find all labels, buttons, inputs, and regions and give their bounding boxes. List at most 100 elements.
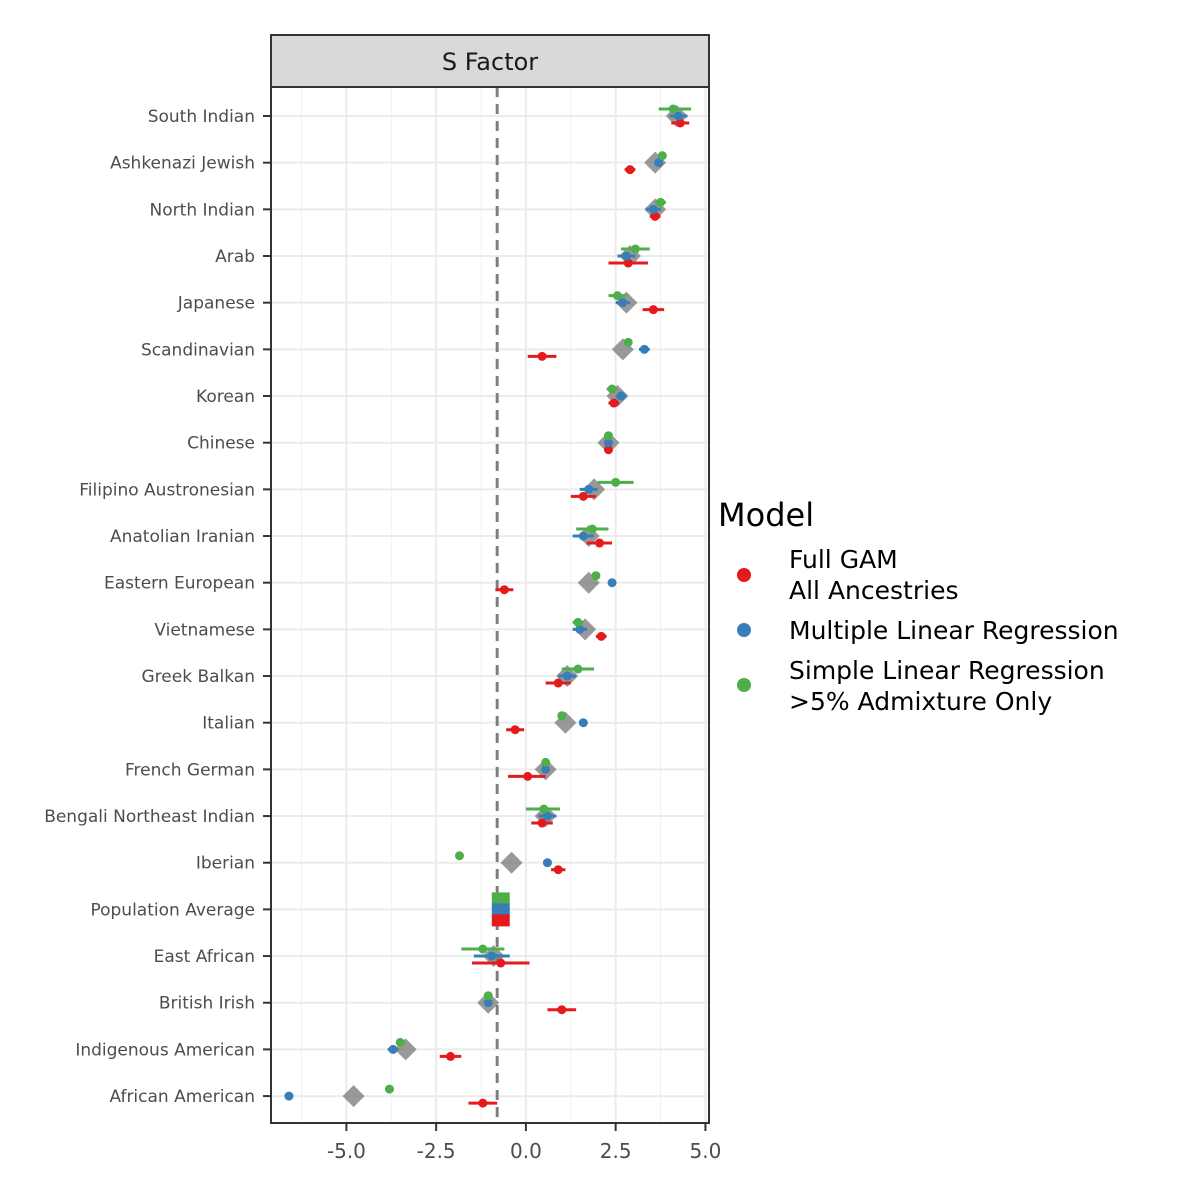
point-full-gam-all-ancestries-korean bbox=[609, 398, 619, 408]
diamond-iberian bbox=[500, 851, 523, 874]
point-multiple-linear-regression-chinese bbox=[603, 438, 613, 448]
y-label-greek-balkan: Greek Balkan bbox=[142, 667, 256, 687]
y-label-east-african: East African bbox=[154, 947, 255, 967]
facet-title: S Factor bbox=[442, 48, 538, 76]
point-full-gam-all-ancestries-anatolian-iranian bbox=[595, 538, 604, 548]
point-full-gam-all-ancestries-italian bbox=[510, 725, 520, 735]
point-full-gam-all-ancestries-scandinavian bbox=[537, 351, 547, 361]
point-full-gam-all-ancestries-japanese bbox=[648, 305, 658, 315]
legend-swatch-simple-lr bbox=[737, 678, 751, 692]
point-simple-linear-regression-5-admixture-only-italian bbox=[557, 711, 567, 721]
population-average-band bbox=[491, 892, 510, 927]
legend: Model Full GAM All Ancestries Multiple L… bbox=[718, 496, 1119, 716]
x-tick-label: -2.5 bbox=[417, 1139, 456, 1163]
point-full-gam-all-ancestries-iberian bbox=[553, 865, 563, 875]
point-full-gam-all-ancestries-north-indian bbox=[650, 211, 660, 221]
point-multiple-linear-regression-greek-balkan bbox=[562, 671, 572, 681]
point-full-gam-all-ancestries-ashkenazi-jewish bbox=[625, 165, 635, 175]
legend-label-simple-lr-2: >5% Admixture Only bbox=[789, 687, 1052, 716]
grid-lines bbox=[271, 87, 709, 1123]
point-multiple-linear-regression-ashkenazi-jewish bbox=[654, 158, 664, 168]
legend-swatch-multiple-lr bbox=[737, 623, 751, 637]
point-full-gam-all-ancestries-greek-balkan bbox=[553, 678, 563, 688]
legend-label-full-gam-2: All Ancestries bbox=[789, 576, 958, 605]
y-label-eastern-european: Eastern European bbox=[104, 574, 255, 594]
diamond-african-american bbox=[342, 1085, 365, 1108]
point-simple-linear-regression-5-admixture-only-filipino-austronesian bbox=[611, 477, 621, 487]
x-tick-label: 5.0 bbox=[690, 1139, 722, 1163]
y-axis-labels: South Indian Ashkenazi Jewish North Indian… bbox=[44, 107, 271, 1107]
point-simple-linear-regression-5-admixture-only-african-american bbox=[384, 1084, 394, 1094]
plot-panel bbox=[271, 87, 709, 1123]
point-multiple-linear-regression-filipino-austronesian bbox=[584, 484, 594, 494]
y-label-anatolian-iranian: Anatolian Iranian bbox=[110, 527, 255, 547]
point-multiple-linear-regression-north-indian bbox=[648, 204, 658, 214]
point-multiple-linear-regression-arab bbox=[621, 251, 631, 261]
y-label-population-average: Population Average bbox=[90, 900, 255, 920]
y-label-south-indian: South Indian bbox=[148, 107, 255, 127]
point-full-gam-all-ancestries-british-irish bbox=[557, 1005, 567, 1015]
point-full-gam-all-ancestries-eastern-european bbox=[499, 585, 509, 595]
x-axis-ticks: -5.0 -2.5 0.0 2.5 5.0 bbox=[327, 1123, 721, 1163]
legend-label-simple-lr: Simple Linear Regression bbox=[789, 656, 1105, 685]
point-multiple-linear-regression-east-african bbox=[487, 951, 497, 961]
population-average-segment-2 bbox=[491, 914, 510, 927]
point-simple-linear-regression-5-admixture-only-british-irish bbox=[483, 991, 493, 1001]
point-full-gam-all-ancestries-chinese bbox=[603, 445, 613, 455]
y-label-filipino-austronesian: Filipino Austronesian bbox=[79, 480, 255, 500]
point-simple-linear-regression-5-admixture-only-indigenous-american bbox=[395, 1037, 405, 1047]
y-label-indigenous-american: Indigenous American bbox=[75, 1040, 255, 1060]
y-label-north-indian: North Indian bbox=[150, 200, 255, 220]
point-full-gam-all-ancestries-african-american bbox=[478, 1098, 488, 1108]
point-multiple-linear-regression-south-indian bbox=[673, 111, 683, 121]
y-label-scandinavian: Scandinavian bbox=[141, 340, 255, 360]
y-label-arab: Arab bbox=[215, 247, 255, 267]
point-full-gam-all-ancestries-south-indian bbox=[675, 118, 685, 128]
point-full-gam-all-ancestries-french-german bbox=[523, 771, 533, 781]
point-multiple-linear-regression-korean bbox=[616, 391, 626, 401]
point-simple-linear-regression-5-admixture-only-iberian bbox=[454, 851, 464, 861]
point-simple-linear-regression-5-admixture-only-scandinavian bbox=[623, 337, 633, 347]
population-average-segment-1 bbox=[491, 903, 510, 916]
point-full-gam-all-ancestries-bengali-northeast-indian bbox=[537, 818, 547, 828]
point-full-gam-all-ancestries-arab bbox=[623, 258, 633, 268]
point-multiple-linear-regression-eastern-european bbox=[607, 578, 617, 588]
point-multiple-linear-regression-british-irish bbox=[483, 998, 493, 1008]
point-simple-linear-regression-5-admixture-only-chinese bbox=[603, 431, 613, 441]
y-label-korean: Korean bbox=[196, 387, 255, 407]
point-full-gam-all-ancestries-indigenous-american bbox=[446, 1051, 456, 1061]
y-label-ashkenazi-jewish: Ashkenazi Jewish bbox=[110, 154, 255, 174]
x-tick-label: 2.5 bbox=[600, 1139, 632, 1163]
y-label-african-american: African American bbox=[109, 1087, 255, 1107]
y-label-japanese: Japanese bbox=[177, 294, 255, 314]
y-label-iberian: Iberian bbox=[196, 854, 255, 874]
legend-label-full-gam: Full GAM bbox=[789, 545, 898, 574]
point-simple-linear-regression-5-admixture-only-korean bbox=[607, 384, 617, 394]
point-simple-linear-regression-5-admixture-only-japanese bbox=[612, 291, 622, 301]
point-multiple-linear-regression-scandinavian bbox=[639, 344, 649, 354]
point-simple-linear-regression-5-admixture-only-bengali-northeast-indian bbox=[539, 804, 549, 814]
data-marks bbox=[284, 104, 692, 1108]
point-multiple-linear-regression-anatolian-iranian bbox=[578, 531, 588, 541]
y-label-vietnamese: Vietnamese bbox=[154, 620, 255, 640]
point-multiple-linear-regression-italian bbox=[578, 718, 588, 728]
point-full-gam-all-ancestries-east-african bbox=[496, 958, 506, 968]
point-full-gam-all-ancestries-vietnamese bbox=[596, 631, 606, 641]
point-simple-linear-regression-5-admixture-only-vietnamese bbox=[573, 617, 583, 627]
point-simple-linear-regression-5-admixture-only-ashkenazi-jewish bbox=[657, 151, 667, 161]
y-label-british-irish: British Irish bbox=[159, 994, 255, 1014]
point-simple-linear-regression-5-admixture-only-anatolian-iranian bbox=[587, 524, 597, 534]
point-simple-linear-regression-5-admixture-only-eastern-european bbox=[591, 571, 601, 581]
point-simple-linear-regression-5-admixture-only-arab bbox=[630, 244, 640, 254]
point-multiple-linear-regression-french-german bbox=[541, 764, 551, 774]
legend-swatch-full-gam bbox=[737, 568, 751, 582]
point-multiple-linear-regression-vietnamese bbox=[575, 624, 585, 634]
y-label-chinese: Chinese bbox=[187, 434, 255, 454]
point-multiple-linear-regression-bengali-northeast-indian bbox=[542, 811, 552, 821]
legend-title: Model bbox=[718, 496, 814, 534]
population-average-segment-0 bbox=[491, 892, 510, 905]
y-label-french-german: French German bbox=[125, 760, 255, 780]
point-simple-linear-regression-5-admixture-only-greek-balkan bbox=[573, 664, 583, 674]
legend-label-multiple-lr: Multiple Linear Regression bbox=[789, 616, 1119, 645]
